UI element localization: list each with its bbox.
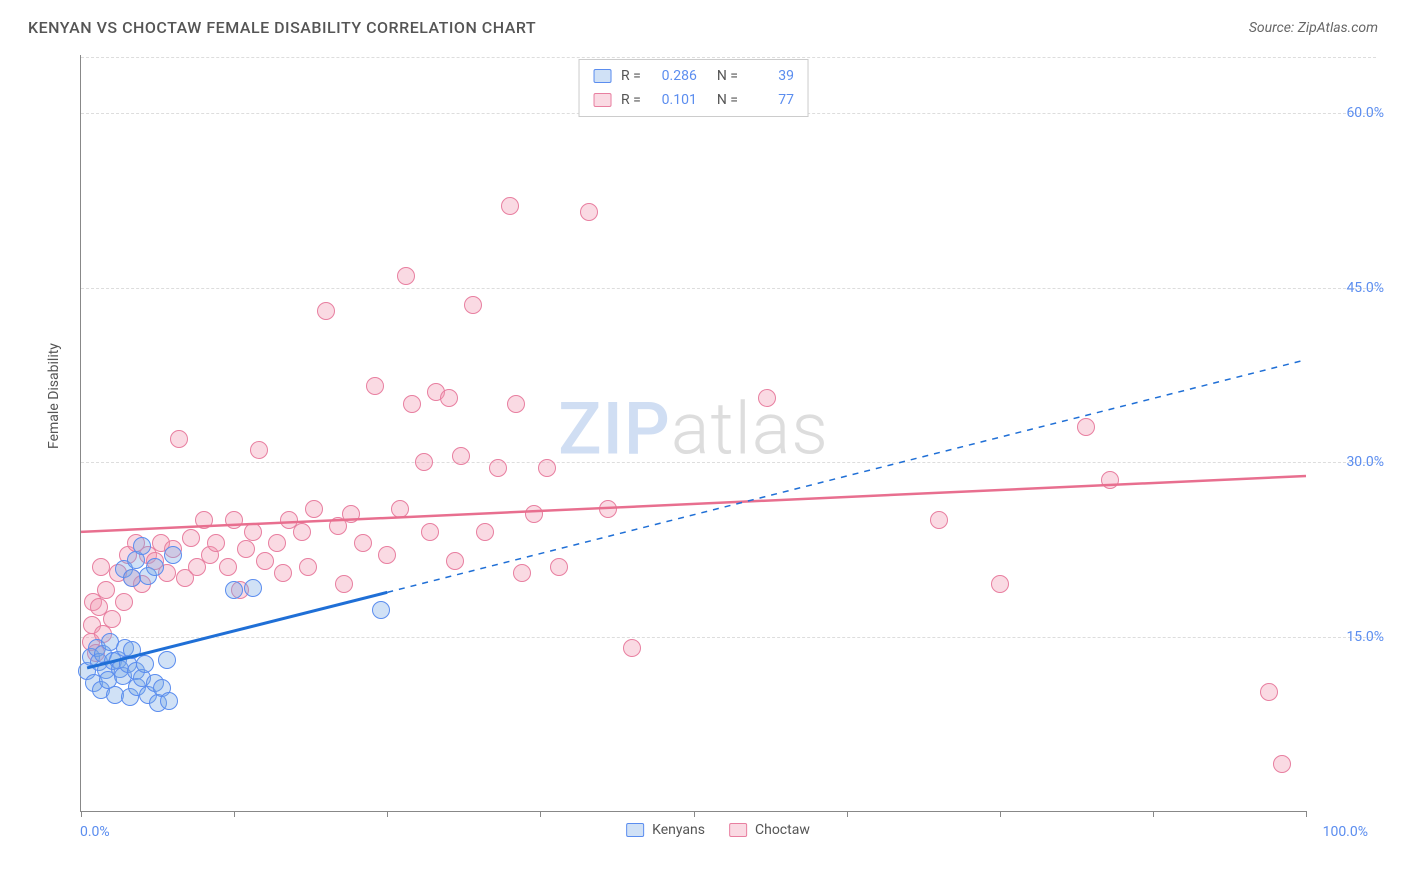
plot-region: ZIPatlas R =0.286N =39R =0.101N =77 xyxy=(80,55,1306,812)
chart-source: Source: ZipAtlas.com xyxy=(1249,20,1378,36)
chart-header: KENYAN VS CHOCTAW FEMALE DISABILITY CORR… xyxy=(0,0,1406,47)
legend-n-value: 39 xyxy=(748,64,794,88)
legend-n-label: N = xyxy=(717,64,738,88)
y-tick-label: 30.0% xyxy=(1346,454,1384,470)
legend-series-item: Kenyans xyxy=(626,822,705,838)
legend-r-label: R = xyxy=(621,88,641,112)
x-tick xyxy=(387,811,388,817)
legend-r-value: 0.286 xyxy=(651,64,697,88)
choctaw-trendline xyxy=(81,476,1306,532)
x-tick xyxy=(1000,811,1001,817)
legend-stats-row: R = 0.101 N = 77 xyxy=(593,88,794,112)
legend-stats-row: R = 0.286 N = 39 xyxy=(593,64,794,88)
legend-series-label: Choctaw xyxy=(755,822,810,838)
x-tick xyxy=(847,811,848,817)
x-tick xyxy=(540,811,541,817)
x-axis-max-label: 100.0% xyxy=(1323,824,1368,840)
legend-series-item: Choctaw xyxy=(729,822,810,838)
legend-r-label: R = xyxy=(621,64,641,88)
x-tick xyxy=(81,811,82,817)
legend-n-label: N = xyxy=(717,88,738,112)
y-tick-label: 45.0% xyxy=(1346,280,1384,296)
y-tick-label: 60.0% xyxy=(1346,105,1384,121)
x-axis-min-label: 0.0% xyxy=(80,824,110,840)
legend-series-label: Kenyans xyxy=(652,822,705,838)
x-tick xyxy=(1306,811,1307,817)
chart-title: KENYAN VS CHOCTAW FEMALE DISABILITY CORR… xyxy=(28,18,536,37)
kenyans-trendline-extension xyxy=(387,360,1306,593)
legend-swatch xyxy=(729,823,747,837)
legend-swatch xyxy=(593,93,611,107)
chart-area: Female Disability ZIPatlas R =0.286N =39… xyxy=(50,55,1386,842)
y-axis-label: Female Disability xyxy=(46,343,62,449)
legend-series: Kenyans Choctaw xyxy=(626,822,810,838)
x-tick xyxy=(234,811,235,817)
legend-r-value: 0.101 xyxy=(651,88,697,112)
trend-lines xyxy=(81,55,1306,811)
legend-swatch xyxy=(626,823,644,837)
legend-stats: R = 0.286 N = 39 R = 0.101 N = 77 xyxy=(578,59,809,117)
x-tick xyxy=(1153,811,1154,817)
legend-swatch xyxy=(593,69,611,83)
legend-n-value: 77 xyxy=(748,88,794,112)
kenyans-trendline xyxy=(87,592,387,668)
y-tick-label: 15.0% xyxy=(1346,629,1384,645)
x-tick xyxy=(694,811,695,817)
